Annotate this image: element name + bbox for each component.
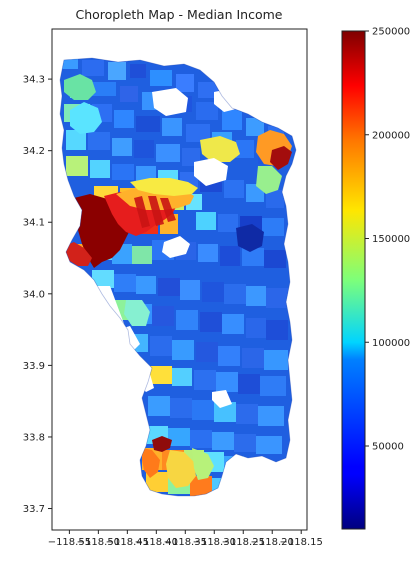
x-axis: −118.55−118.50−118.45−118.40−118.35−118.… (48, 530, 323, 548)
northeast-green (256, 166, 282, 194)
colorbar-tick-label: 250000 (372, 27, 410, 38)
y-axis: 33.7 33.8 33.9 34.0 34.1 34.2 34.3 (23, 75, 52, 515)
palos-verdes-yellow (166, 450, 196, 488)
colorbar-ticks: 50000 100000 150000 200000 250000 (365, 27, 410, 453)
x-tick-label: −118.45 (106, 537, 149, 548)
colorbar-tick-label: 150000 (372, 234, 410, 245)
x-tick-label: −118.20 (251, 537, 294, 548)
map-title: Choropleth Map - Median Income (76, 7, 283, 22)
colorbar-tick-label: 200000 (372, 130, 410, 141)
colorbar-tick-label: 100000 (372, 338, 410, 349)
palos-verdes-green (192, 448, 214, 480)
palos-verdes-red (152, 436, 172, 452)
y-tick-label: 34.0 (23, 289, 45, 300)
beach-cities-cyan (124, 300, 150, 326)
x-tick-label: −118.15 (280, 537, 323, 548)
no-data-areas (56, 88, 246, 408)
y-tick-label: 33.7 (23, 504, 45, 515)
x-tick-label: −118.40 (135, 537, 178, 548)
x-tick-label: −118.25 (222, 537, 265, 548)
yellow-transition-band (130, 178, 198, 196)
x-tick-label: −118.50 (77, 537, 120, 548)
northwest-green (64, 74, 96, 100)
northeast-dark-red (270, 146, 292, 170)
y-tick-label: 34.2 (23, 146, 45, 157)
y-tick-label: 33.9 (23, 361, 45, 372)
colorbar-tick-label: 50000 (372, 442, 404, 453)
downtown-dark-blue (236, 224, 264, 252)
coastal-cyan (70, 102, 102, 134)
y-tick-label: 34.1 (23, 218, 45, 229)
y-tick-label: 33.8 (23, 432, 45, 443)
palos-verdes-orange (142, 448, 160, 478)
palisades-red-area (64, 242, 92, 266)
y-tick-label: 34.3 (23, 75, 45, 86)
x-tick-label: −118.30 (193, 537, 236, 548)
westside-red-stripes (134, 196, 176, 228)
glendale-yellow (200, 136, 240, 162)
map-outline (59, 57, 297, 497)
x-tick-label: −118.55 (48, 537, 91, 548)
x-tick-label: −118.35 (164, 537, 207, 548)
colorbar-gradient (341, 30, 366, 530)
